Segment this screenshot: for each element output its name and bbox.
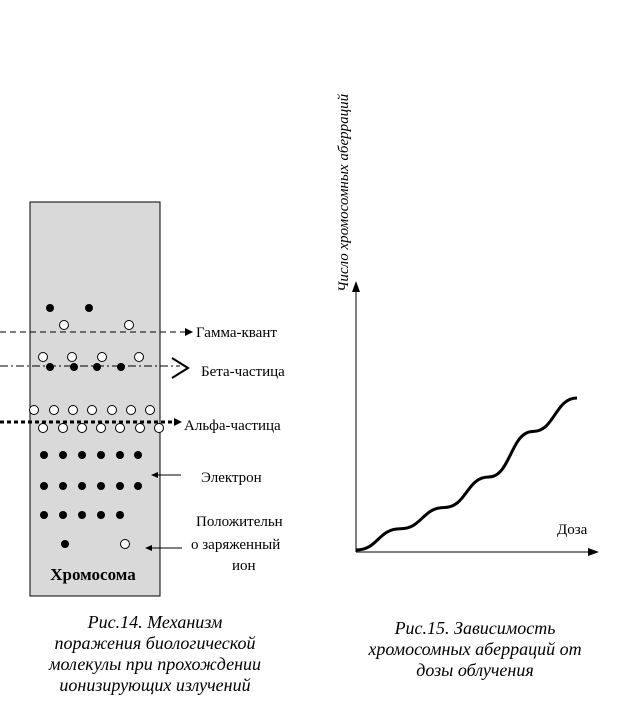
gamma-ray (0, 304, 193, 336)
beta-label: Бета-частица (201, 364, 285, 380)
caption15-line2: хромосомных аберраций от (368, 639, 582, 659)
ion-label-line3: ион (232, 558, 256, 574)
electron-label: Электрон (201, 470, 262, 486)
beta-particle (0, 352, 190, 379)
x-axis-label: Доза (557, 522, 588, 538)
ion-arrow (145, 545, 182, 551)
caption15-line3: дозы облучения (416, 660, 534, 680)
dose-response-curve (355, 396, 578, 552)
electron-dots (40, 451, 142, 519)
ion-label-line1: Положительн (196, 514, 283, 530)
y-axis-arrow (352, 281, 360, 292)
chart: Доза Число хромосомных аберраций (336, 93, 599, 556)
chromosome-label: Хромосома (50, 565, 136, 584)
ion-label-line2: о заряженный (191, 537, 280, 553)
caption14-line2: поражения биологической (54, 633, 256, 653)
y-axis-label: Число хромосомных аберраций (336, 93, 352, 292)
caption14-line1: Рис.14. Механизм (87, 612, 223, 632)
caption14-line3: молекулы при прохождении (48, 654, 261, 674)
chromosome-box (29, 201, 161, 597)
figure15-caption: Рис.15. Зависимость хромосомных аберраци… (330, 618, 620, 681)
alpha-particle (0, 405, 182, 433)
gamma-label: Гамма-квант (196, 325, 277, 341)
electron-arrow (151, 472, 181, 478)
x-axis-arrow (588, 548, 599, 556)
ion-dots (61, 539, 130, 549)
caption15-line1: Рис.15. Зависимость (394, 618, 556, 638)
alpha-label: Альфа-частица (184, 418, 281, 434)
caption14-line4: ионизирующих излучений (59, 675, 251, 695)
figure14-caption: Рис.14. Механизм поражения биологической… (10, 612, 300, 696)
